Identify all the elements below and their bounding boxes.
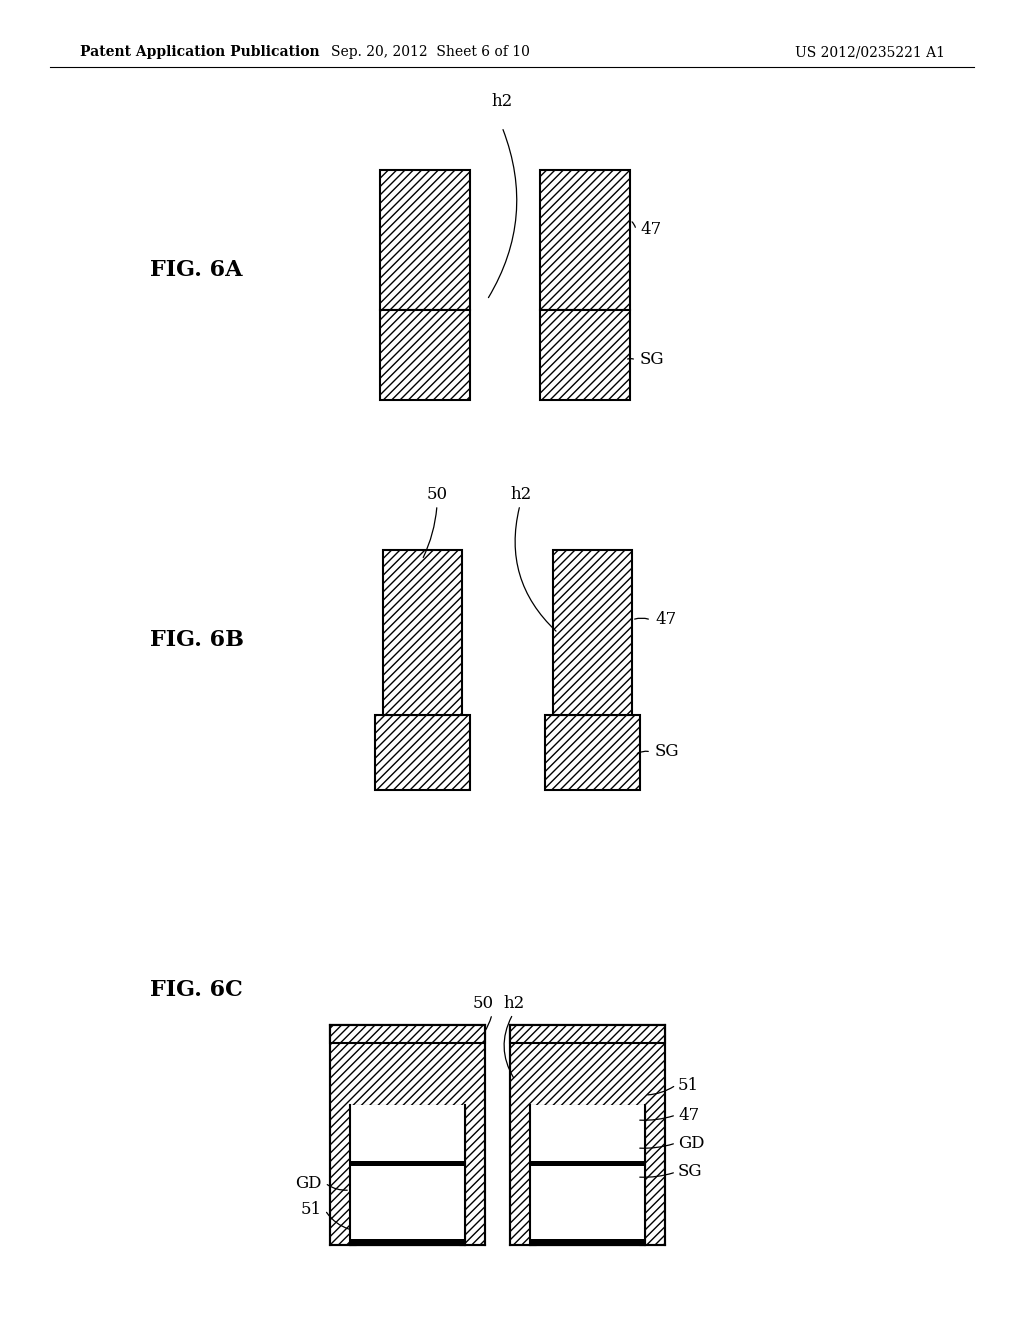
Text: FIG. 6B: FIG. 6B bbox=[150, 630, 244, 651]
Text: US 2012/0235221 A1: US 2012/0235221 A1 bbox=[795, 45, 945, 59]
Bar bbox=[350, 1105, 465, 1245]
Bar bbox=[530, 1105, 645, 1245]
Bar bbox=[375, 715, 470, 789]
Text: 47: 47 bbox=[678, 1106, 699, 1123]
Text: h2: h2 bbox=[510, 486, 531, 503]
Text: Patent Application Publication: Patent Application Publication bbox=[80, 45, 319, 59]
Bar bbox=[356, 1105, 459, 1162]
Text: 51: 51 bbox=[301, 1201, 322, 1218]
Text: FIG. 6A: FIG. 6A bbox=[150, 259, 243, 281]
Text: SG: SG bbox=[655, 743, 680, 760]
Bar bbox=[540, 170, 630, 310]
Bar bbox=[350, 1162, 465, 1166]
Bar bbox=[530, 1162, 645, 1166]
Bar bbox=[330, 1026, 485, 1043]
Text: 47: 47 bbox=[640, 222, 662, 239]
Bar bbox=[380, 170, 470, 310]
Text: h2: h2 bbox=[492, 92, 513, 110]
Bar bbox=[530, 1239, 645, 1245]
Bar bbox=[536, 1105, 639, 1162]
Text: GD: GD bbox=[296, 1175, 322, 1192]
Bar bbox=[350, 1239, 465, 1245]
Bar bbox=[510, 1026, 665, 1245]
Text: 47: 47 bbox=[655, 611, 676, 628]
Text: SG: SG bbox=[640, 351, 665, 368]
Bar bbox=[380, 310, 470, 400]
Bar bbox=[540, 310, 630, 400]
Bar bbox=[545, 715, 640, 789]
Bar bbox=[350, 1105, 356, 1245]
Text: 50: 50 bbox=[473, 995, 494, 1012]
Bar bbox=[510, 1026, 665, 1043]
Text: 51: 51 bbox=[678, 1077, 699, 1093]
Bar bbox=[459, 1105, 465, 1245]
Bar bbox=[356, 1170, 459, 1239]
Bar bbox=[536, 1170, 639, 1239]
Text: Sep. 20, 2012  Sheet 6 of 10: Sep. 20, 2012 Sheet 6 of 10 bbox=[331, 45, 529, 59]
Text: SG: SG bbox=[678, 1163, 702, 1180]
Text: h2: h2 bbox=[503, 995, 524, 1012]
Text: FIG. 6C: FIG. 6C bbox=[150, 979, 243, 1001]
Bar bbox=[553, 550, 632, 715]
Bar bbox=[639, 1105, 645, 1245]
Bar bbox=[383, 550, 462, 715]
Text: 50: 50 bbox=[426, 486, 447, 503]
Text: GD: GD bbox=[678, 1134, 705, 1151]
Bar bbox=[330, 1026, 485, 1245]
Bar bbox=[530, 1105, 536, 1245]
